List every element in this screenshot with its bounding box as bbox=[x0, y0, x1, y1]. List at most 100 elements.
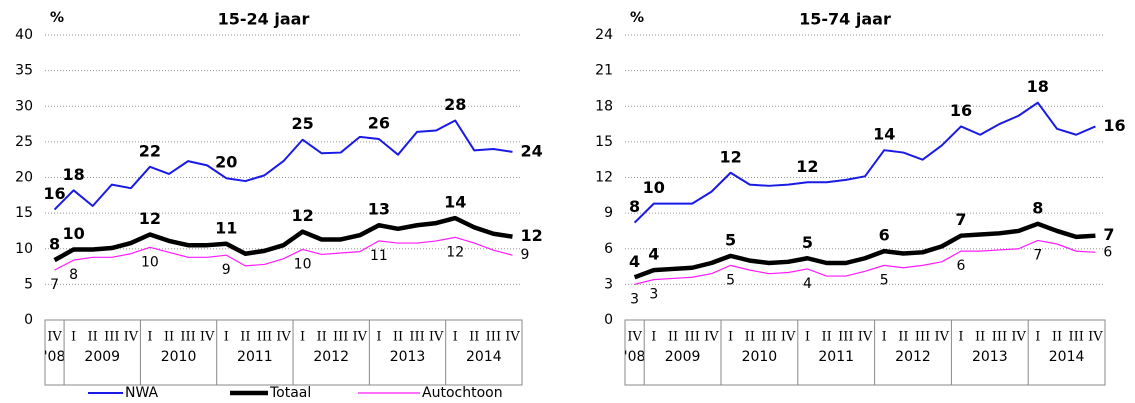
data-label: 8 bbox=[69, 267, 78, 283]
data-label: 5 bbox=[726, 272, 735, 288]
series-line bbox=[633, 221, 1096, 280]
y-tick-label: 30 bbox=[15, 98, 33, 114]
x-tick-label: I bbox=[728, 330, 733, 345]
data-label: 12 bbox=[139, 209, 161, 228]
x-axis-frame bbox=[624, 319, 1106, 386]
data-label: 12 bbox=[719, 147, 741, 166]
x-tick-label: I bbox=[958, 330, 963, 345]
data-label: 12 bbox=[291, 206, 313, 225]
x-tick-label: III bbox=[684, 330, 699, 345]
data-label: 7 bbox=[955, 210, 966, 229]
x-tick-label: I bbox=[71, 330, 76, 345]
x-tick-label: I bbox=[376, 330, 381, 345]
x-tick-label: II bbox=[975, 330, 985, 345]
data-label: 14 bbox=[444, 193, 466, 212]
data-label: 26 bbox=[368, 114, 390, 133]
y-tick-label: 40 bbox=[15, 27, 33, 43]
data-label: 12 bbox=[796, 157, 818, 176]
data-label: 5 bbox=[802, 233, 813, 252]
data-label: 6 bbox=[1103, 244, 1112, 260]
data-label: 4 bbox=[648, 245, 659, 264]
data-label: 12 bbox=[446, 244, 464, 260]
series-line bbox=[633, 101, 1096, 224]
y-tick-label: 3 bbox=[604, 276, 613, 292]
x-tick-label: I bbox=[147, 330, 152, 345]
data-label: 12 bbox=[520, 226, 542, 245]
y-tick-label: 20 bbox=[15, 170, 33, 186]
x-group-label: 2009 bbox=[665, 349, 701, 365]
data-label: 3 bbox=[649, 287, 658, 303]
legend-label: Totaal bbox=[269, 385, 311, 401]
x-group-label: 2011 bbox=[237, 349, 273, 365]
x-tick-label: IV bbox=[429, 330, 444, 345]
data-label: 16 bbox=[1103, 116, 1125, 135]
x-tick-label: I bbox=[882, 330, 887, 345]
x-group-label: 2010 bbox=[742, 349, 778, 365]
x-group-label: '08 bbox=[44, 349, 66, 365]
x-group-label: 2010 bbox=[161, 349, 197, 365]
data-label: 8 bbox=[629, 197, 640, 216]
x-axis-frame bbox=[44, 319, 523, 386]
x-tick-label: II bbox=[240, 330, 250, 345]
y-tick-label: 0 bbox=[604, 312, 613, 328]
x-group-label: 2013 bbox=[390, 349, 426, 365]
y-tick-label: 6 bbox=[604, 241, 613, 257]
data-label: 24 bbox=[520, 141, 542, 160]
chart-title: 15-24 jaar bbox=[218, 10, 310, 29]
x-group-label: 2012 bbox=[895, 349, 931, 365]
data-label: 5 bbox=[880, 272, 889, 288]
x-group-label: 2011 bbox=[818, 349, 854, 365]
x-tick-label: I bbox=[453, 330, 458, 345]
x-tick-label: IV bbox=[124, 330, 139, 345]
x-tick-label: III bbox=[409, 330, 424, 345]
x-tick-label: IV bbox=[1011, 330, 1026, 345]
series-line bbox=[634, 239, 1096, 285]
series-line bbox=[53, 215, 513, 263]
x-tick-label: IV bbox=[276, 330, 291, 345]
x-tick-label: III bbox=[486, 330, 501, 345]
x-tick-label: IV bbox=[704, 330, 719, 345]
x-tick-label: IV bbox=[1088, 330, 1103, 345]
x-tick-label: III bbox=[915, 330, 930, 345]
data-label: 6 bbox=[957, 258, 966, 274]
x-tick-label: III bbox=[1068, 330, 1083, 345]
y-tick-label: 25 bbox=[15, 134, 33, 150]
x-tick-label: I bbox=[300, 330, 305, 345]
x-tick-label: II bbox=[1052, 330, 1062, 345]
y-axis-label: % bbox=[630, 10, 644, 26]
x-tick-label: IV bbox=[200, 330, 215, 345]
y-tick-label: 15 bbox=[15, 205, 33, 221]
y-tick-label: 5 bbox=[24, 276, 33, 292]
x-tick-label: II bbox=[668, 330, 678, 345]
x-tick-label: I bbox=[1035, 330, 1040, 345]
x-tick-label: II bbox=[821, 330, 831, 345]
x-group-label: '08 bbox=[624, 349, 646, 365]
x-tick-label: II bbox=[898, 330, 908, 345]
x-tick-label: I bbox=[651, 330, 656, 345]
x-tick-label: III bbox=[333, 330, 348, 345]
x-tick-label: II bbox=[745, 330, 755, 345]
data-label: 8 bbox=[49, 235, 60, 254]
x-tick-label: IV bbox=[627, 330, 642, 345]
data-label: 7 bbox=[1103, 225, 1114, 244]
data-label: 10 bbox=[643, 178, 665, 197]
y-tick-label: 10 bbox=[15, 241, 33, 257]
data-label: 28 bbox=[444, 95, 466, 114]
series-line bbox=[53, 119, 513, 211]
data-label: 18 bbox=[62, 165, 84, 184]
y-tick-label: 12 bbox=[595, 170, 613, 186]
chart-title: 15-74 jaar bbox=[799, 10, 891, 29]
x-tick-label: I bbox=[224, 330, 229, 345]
x-tick-label: II bbox=[88, 330, 98, 345]
x-group-label: 2014 bbox=[1049, 349, 1085, 365]
data-label: 22 bbox=[139, 141, 161, 160]
y-axis-label: % bbox=[50, 10, 64, 26]
x-tick-label: II bbox=[469, 330, 479, 345]
y-tick-label: 9 bbox=[604, 205, 613, 221]
data-label: 10 bbox=[294, 256, 312, 272]
x-tick-label: IV bbox=[858, 330, 873, 345]
x-tick-label: III bbox=[761, 330, 776, 345]
data-label: 25 bbox=[291, 114, 313, 133]
x-tick-label: IV bbox=[505, 330, 520, 345]
data-label: 16 bbox=[950, 101, 972, 120]
